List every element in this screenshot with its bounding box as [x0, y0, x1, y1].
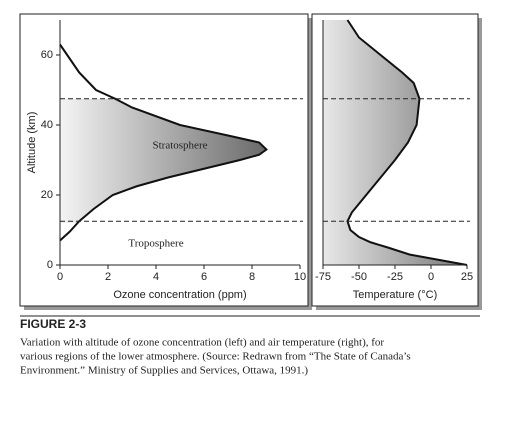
annotation: Troposphere: [128, 238, 183, 250]
data-line: [346, 19, 468, 266]
x-tick-label: 10: [294, 271, 306, 283]
y-tick-label: 0: [47, 259, 53, 271]
data-line: [59, 43, 268, 242]
caption-line: Variation with altitude of ozone concent…: [20, 337, 384, 349]
x-tick-label: 6: [201, 271, 207, 283]
x-tick-label: 4: [153, 271, 159, 283]
y-tick-label: 40: [41, 119, 53, 131]
x-axis-label: Temperature (°C): [353, 289, 437, 301]
caption-label: FIGURE 2-3: [20, 317, 86, 331]
y-tick-label: 60: [41, 49, 53, 61]
x-tick-label: -25: [387, 271, 403, 283]
x-tick-label: 25: [461, 271, 473, 283]
y-tick-label: 20: [41, 189, 53, 201]
x-axis-label: Ozone concentration (ppm): [113, 289, 246, 301]
annotation: Stratosphere: [153, 140, 208, 152]
x-tick-label: -75: [315, 271, 331, 283]
x-tick-label: 8: [249, 271, 255, 283]
x-tick-label: 0: [57, 271, 63, 283]
y-axis-label: Altitude (km): [26, 112, 38, 174]
x-tick-label: -50: [351, 271, 367, 283]
x-tick-label: 2: [105, 271, 111, 283]
area: [60, 99, 267, 223]
caption-line: Environment.” Ministry of Supplies and S…: [20, 365, 308, 377]
caption-line: various regions of the lower atmosphere.…: [20, 351, 411, 363]
x-tick-label: 0: [428, 271, 434, 283]
